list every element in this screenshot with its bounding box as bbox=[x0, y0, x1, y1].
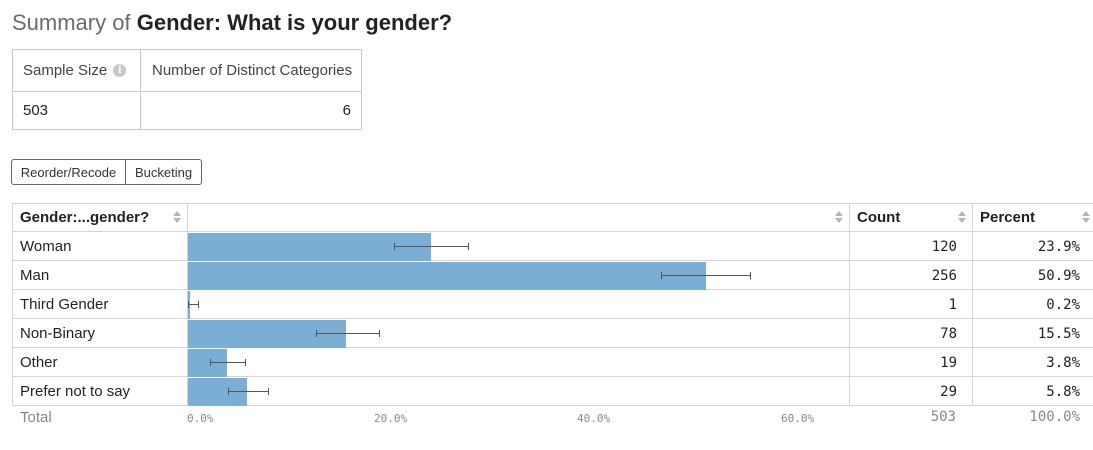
total-count: 503 bbox=[930, 409, 956, 425]
page-title: Summary of Gender: What is your gender? bbox=[12, 9, 452, 37]
table-row[interactable]: Third Gender 1 0.2% bbox=[12, 290, 1093, 319]
error-bar bbox=[661, 272, 751, 279]
column-header-category[interactable]: Gender:...gender? bbox=[20, 203, 180, 232]
grid-line bbox=[849, 203, 850, 406]
bar bbox=[188, 378, 247, 406]
row-count: 29 bbox=[940, 383, 957, 400]
table-actions: Reorder/Recode Bucketing bbox=[11, 159, 202, 185]
sample-size-header: Sample Size i bbox=[13, 50, 141, 92]
sort-icon[interactable] bbox=[173, 211, 182, 224]
bar bbox=[188, 349, 227, 377]
error-bar bbox=[210, 359, 246, 366]
axis-tick-label: 40.0% bbox=[577, 412, 611, 425]
bar bbox=[188, 291, 191, 319]
bar bbox=[188, 320, 346, 348]
row-label: Non-Binary bbox=[20, 325, 96, 342]
distinct-categories-value: 6 bbox=[342, 102, 351, 119]
row-percent: 15.5% bbox=[1037, 325, 1080, 342]
bar bbox=[188, 233, 432, 261]
column-header-percent[interactable]: Percent bbox=[980, 203, 1090, 232]
row-percent: 23.9% bbox=[1037, 238, 1080, 255]
sort-icon[interactable] bbox=[835, 211, 844, 224]
row-label: Prefer not to say bbox=[20, 383, 131, 400]
row-percent: 3.8% bbox=[1046, 354, 1080, 371]
grid-line bbox=[12, 347, 1093, 348]
distinct-categories-label: Number of Distinct Categories bbox=[152, 62, 353, 79]
table-row[interactable]: Other 19 3.8% bbox=[12, 348, 1093, 377]
row-count: 78 bbox=[940, 325, 957, 342]
grid-line bbox=[12, 203, 1093, 204]
row-label: Third Gender bbox=[20, 296, 109, 313]
row-percent: 0.2% bbox=[1046, 296, 1080, 313]
row-label: Man bbox=[20, 267, 50, 284]
frequency-table: Gender:...gender? Count Percent Woman 120… bbox=[12, 203, 1093, 406]
table-row[interactable]: Man 256 50.9% bbox=[12, 261, 1093, 290]
title-question: Gender: What is your gender? bbox=[136, 10, 453, 35]
column-header-percent-label: Percent bbox=[980, 209, 1036, 226]
row-count: 120 bbox=[931, 238, 957, 255]
axis-tick-label: 20.0% bbox=[374, 412, 408, 425]
table-row[interactable]: Non-Binary 78 15.5% bbox=[12, 319, 1093, 348]
grid-line bbox=[12, 231, 1093, 232]
row-count: 256 bbox=[931, 267, 957, 284]
info-icon[interactable]: i bbox=[113, 64, 127, 77]
row-percent: 50.9% bbox=[1037, 267, 1080, 284]
grid-line bbox=[12, 260, 1093, 261]
axis-tick-label: 0.0% bbox=[187, 412, 214, 425]
error-bar bbox=[188, 301, 200, 308]
error-bar bbox=[316, 330, 381, 337]
row-count: 19 bbox=[940, 354, 957, 371]
table-row[interactable]: Prefer not to say 29 5.8% bbox=[12, 377, 1093, 406]
grid-line bbox=[187, 203, 188, 406]
error-bar bbox=[227, 388, 270, 395]
bar bbox=[188, 262, 706, 290]
grid-line bbox=[12, 405, 1093, 406]
total-percent: 100.0% bbox=[1029, 409, 1080, 425]
column-header-category-label: Gender:...gender? bbox=[20, 209, 150, 226]
sample-size-value: 503 bbox=[13, 92, 141, 129]
table-row[interactable]: Woman 120 23.9% bbox=[12, 232, 1093, 261]
grid-line bbox=[12, 376, 1093, 377]
bucketing-button[interactable]: Bucketing bbox=[126, 159, 202, 185]
error-bar bbox=[393, 243, 470, 250]
row-label: Woman bbox=[20, 238, 72, 255]
total-label: Total bbox=[20, 409, 52, 426]
sort-icon[interactable] bbox=[1082, 211, 1091, 224]
row-count: 1 bbox=[948, 296, 957, 313]
axis-tick-label: 60.0% bbox=[781, 412, 815, 425]
grid-line bbox=[12, 318, 1093, 319]
grid-line bbox=[12, 203, 13, 406]
row-label: Other bbox=[20, 354, 58, 371]
column-header-count-label: Count bbox=[857, 209, 901, 226]
sample-size-label: Sample Size bbox=[23, 62, 108, 79]
title-lead: Summary of bbox=[12, 10, 131, 35]
column-header-count[interactable]: Count bbox=[857, 203, 967, 232]
reorder-recode-button[interactable]: Reorder/Recode bbox=[11, 159, 126, 185]
distinct-categories-header: Number of Distinct Categories bbox=[141, 50, 361, 92]
sort-icon[interactable] bbox=[958, 211, 967, 224]
grid-line bbox=[972, 203, 973, 406]
summary-table: Sample Size i Number of Distinct Categor… bbox=[12, 49, 362, 130]
row-percent: 5.8% bbox=[1046, 383, 1080, 400]
